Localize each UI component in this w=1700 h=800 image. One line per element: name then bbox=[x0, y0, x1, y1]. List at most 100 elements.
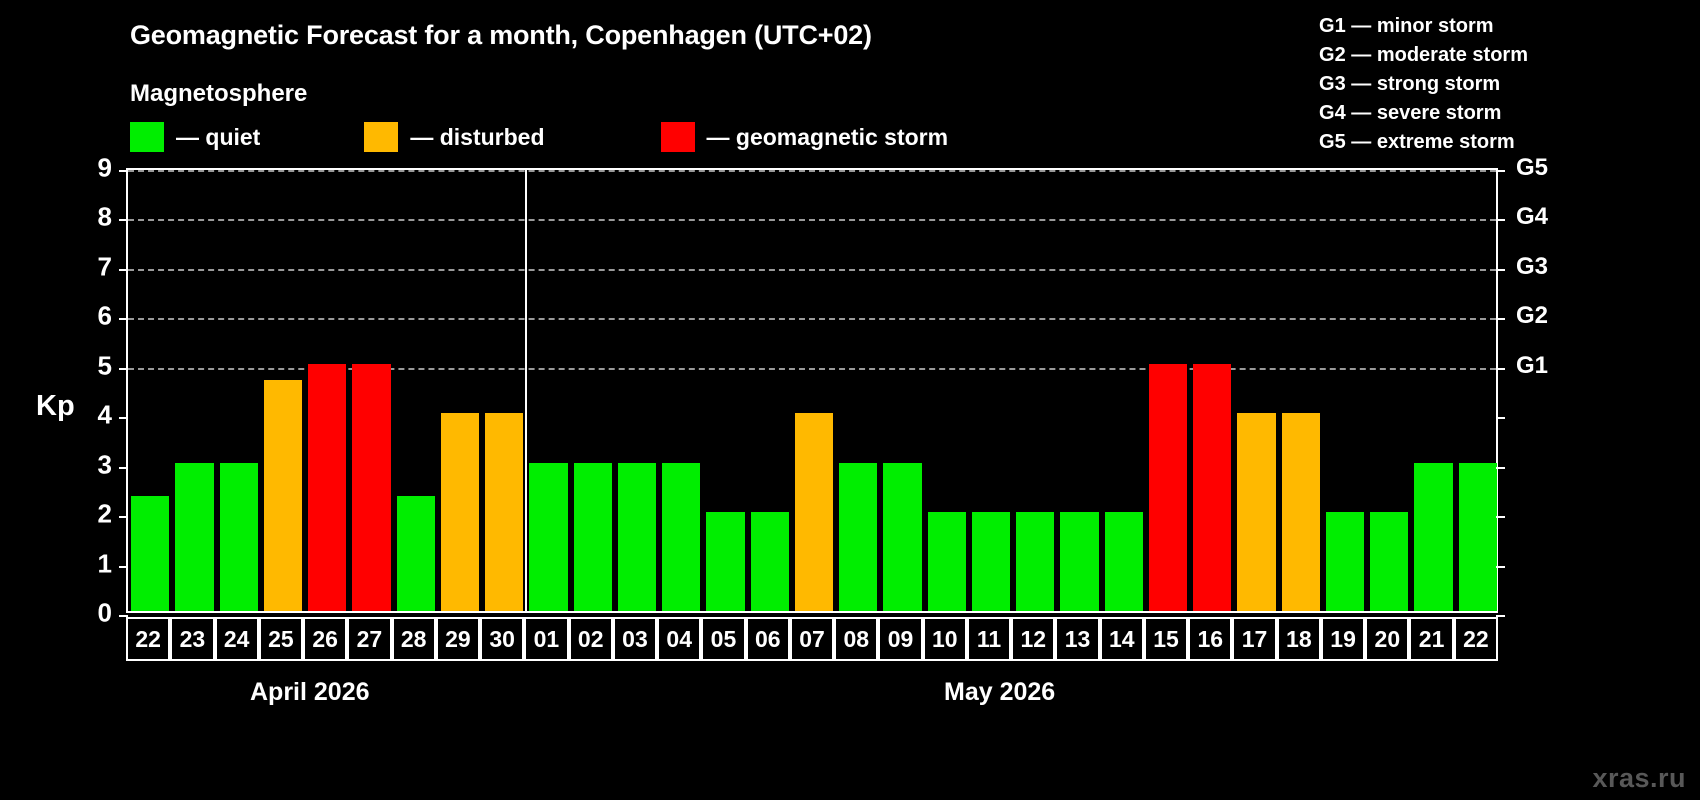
y-tick-label-9: 9 bbox=[97, 152, 112, 183]
y-tick-label-0: 0 bbox=[97, 597, 112, 628]
date-cell-may-02: 02 bbox=[568, 617, 613, 661]
gridline-kp-7 bbox=[128, 268, 1496, 271]
gridline-kp-9 bbox=[128, 170, 1496, 172]
date-axis: 22 23 24 25 26 27 28 29 30 01 02 03 04 05 06 07 08 09 10 11… bbox=[126, 617, 1498, 661]
legend-label-quiet: — quiet bbox=[176, 123, 261, 150]
date-cell-may-17: 17 bbox=[1232, 617, 1277, 661]
color-legend: — quiet — disturbed — geomagnetic storm bbox=[130, 122, 948, 152]
legend-swatch-disturbed bbox=[364, 122, 399, 152]
g-tick-mark-G2 bbox=[1496, 318, 1505, 321]
bar-april-29 bbox=[440, 413, 480, 611]
date-cell-april-25: 25 bbox=[258, 617, 304, 661]
gscale-key-row-2: G2 — moderate storm bbox=[1319, 44, 1528, 66]
g-tick-label-G1: G1 bbox=[1516, 351, 1549, 379]
legend-entry-disturbed: — disturbed bbox=[364, 122, 545, 152]
g-tick-label-G5: G5 bbox=[1516, 154, 1549, 181]
gscale-key-row-3: G3 — strong storm bbox=[1319, 73, 1501, 95]
legend-swatch-storm bbox=[660, 122, 695, 152]
gridline-kp-6 bbox=[128, 318, 1496, 321]
date-cell-may-21: 21 bbox=[1409, 617, 1454, 661]
plot-area bbox=[119, 168, 1505, 617]
y-tick-mark-7 bbox=[119, 268, 128, 271]
bar-may-05 bbox=[706, 512, 745, 611]
y-tick-label-7: 7 bbox=[97, 251, 112, 282]
bar-may-02 bbox=[573, 462, 612, 611]
month-caption-may: May 2026 bbox=[944, 678, 1056, 706]
date-cell-may-11: 11 bbox=[966, 617, 1012, 661]
bar-april-26 bbox=[308, 363, 347, 611]
date-cell-may-07: 07 bbox=[789, 617, 835, 661]
bar-april-22 bbox=[131, 495, 170, 611]
bar-may-18 bbox=[1281, 413, 1320, 611]
y-tick-label-4: 4 bbox=[97, 399, 112, 430]
date-cell-may-13: 13 bbox=[1055, 617, 1100, 661]
date-cell-may-09: 09 bbox=[878, 617, 923, 661]
g-tick-label-G4: G4 bbox=[1516, 203, 1549, 231]
y-tick-mark-3 bbox=[119, 466, 128, 469]
date-cell-may-16: 16 bbox=[1188, 617, 1233, 661]
gscale-key: G1 — minor storm G2 — moderate storm G3 — … bbox=[1319, 12, 1528, 157]
bar-april-23 bbox=[175, 462, 214, 611]
date-cell-may-19: 19 bbox=[1320, 617, 1366, 661]
g-tick-mark-G1 bbox=[1496, 367, 1505, 370]
bar-may-14 bbox=[1104, 512, 1143, 611]
date-cell-may-05: 05 bbox=[701, 617, 746, 661]
g-tick-mark-minor-4 bbox=[1496, 417, 1505, 420]
gridline-kp-8 bbox=[128, 219, 1496, 222]
bar-may-13 bbox=[1060, 512, 1099, 611]
legend-swatch-quiet bbox=[130, 122, 164, 152]
y-tick-mark-9 bbox=[119, 170, 128, 172]
y-tick-mark-0 bbox=[119, 615, 128, 617]
legend-entry-quiet: — quiet bbox=[130, 122, 260, 152]
gscale-key-row-1: G1 — minor storm bbox=[1319, 15, 1494, 37]
g-tick-mark-minor-1 bbox=[1496, 565, 1505, 568]
date-cell-april-26: 26 bbox=[303, 617, 348, 661]
date-cell-may-12: 12 bbox=[1011, 617, 1056, 661]
y-tick-mark-4 bbox=[119, 417, 128, 420]
date-cell-april-27: 27 bbox=[347, 617, 392, 661]
y-axis-title: Kp bbox=[36, 390, 75, 422]
y-tick-label-3: 3 bbox=[97, 449, 112, 480]
bar-may-04 bbox=[662, 462, 701, 611]
g-tick-label-G3: G3 bbox=[1516, 252, 1549, 280]
bar-may-15 bbox=[1148, 363, 1188, 611]
date-cell-april-24: 24 bbox=[214, 617, 259, 661]
bar-may-22 bbox=[1458, 462, 1497, 611]
legend-label-disturbed: — disturbed bbox=[410, 123, 545, 150]
g-tick-mark-minor-3 bbox=[1496, 466, 1505, 469]
date-cell-may-08: 08 bbox=[834, 617, 879, 661]
bar-may-07 bbox=[794, 413, 834, 611]
g-tick-mark-G4 bbox=[1496, 219, 1505, 222]
date-cell-may-15: 15 bbox=[1143, 617, 1189, 661]
y-tick-mark-6 bbox=[119, 318, 128, 321]
bar-may-08 bbox=[839, 462, 878, 611]
watermark: xras.ru bbox=[1592, 763, 1686, 793]
bar-april-30 bbox=[485, 413, 524, 611]
date-cell-may-20: 20 bbox=[1365, 617, 1410, 661]
magnetosphere-label: Magnetosphere bbox=[130, 80, 308, 107]
g-tick-mark-G5 bbox=[1496, 170, 1505, 172]
date-cell-april-30: 30 bbox=[480, 617, 525, 661]
bar-may-17 bbox=[1237, 413, 1276, 611]
bars-layer bbox=[128, 170, 1497, 611]
y-tick-label-8: 8 bbox=[97, 201, 112, 232]
y-tick-mark-1 bbox=[119, 565, 128, 568]
bar-may-06 bbox=[750, 512, 789, 611]
date-cell-may-06: 06 bbox=[745, 617, 790, 661]
legend-entry-storm: — geomagnetic storm bbox=[660, 122, 949, 152]
g-tick-mark-G3 bbox=[1496, 268, 1505, 271]
bar-may-20 bbox=[1370, 512, 1409, 611]
date-cell-april-23: 23 bbox=[170, 617, 215, 661]
legend-label-storm: — geomagnetic storm bbox=[706, 123, 949, 150]
bar-may-21 bbox=[1414, 462, 1453, 611]
bar-may-16 bbox=[1193, 363, 1232, 611]
gscale-key-row-5: G5 — extreme storm bbox=[1319, 131, 1515, 153]
month-separator bbox=[525, 170, 528, 611]
bar-april-27 bbox=[352, 363, 391, 611]
bar-april-28 bbox=[396, 495, 435, 611]
date-cell-may-04: 04 bbox=[657, 617, 702, 661]
y-tick-label-5: 5 bbox=[97, 350, 112, 381]
bar-may-12 bbox=[1016, 512, 1055, 611]
date-cell-april-29: 29 bbox=[435, 617, 481, 661]
date-cell-may-01: 01 bbox=[524, 617, 569, 661]
